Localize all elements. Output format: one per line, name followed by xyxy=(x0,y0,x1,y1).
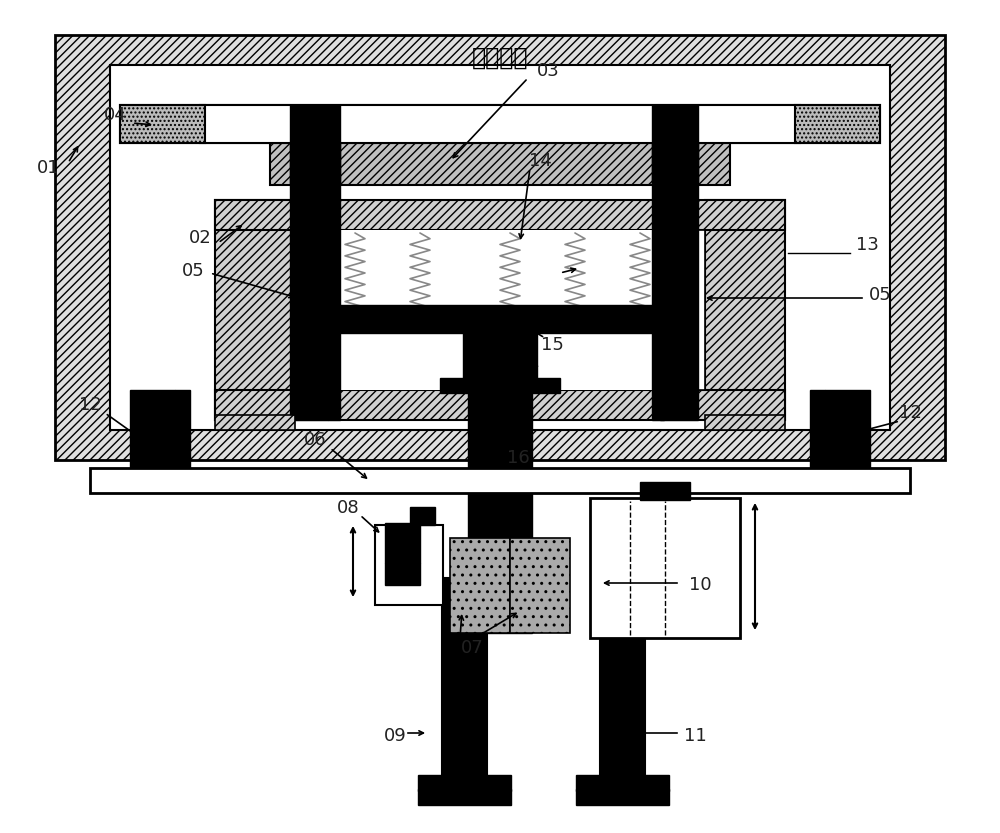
Bar xyxy=(270,143,730,185)
Text: 09: 09 xyxy=(384,727,406,745)
Text: 08: 08 xyxy=(337,499,359,517)
Bar xyxy=(215,415,295,430)
Bar xyxy=(660,110,698,420)
Text: 04: 04 xyxy=(104,106,126,124)
Bar xyxy=(290,105,328,185)
Bar xyxy=(55,35,945,460)
Bar xyxy=(90,468,910,493)
Text: 16: 16 xyxy=(507,449,529,467)
Bar xyxy=(652,105,664,185)
Bar xyxy=(290,110,328,420)
Bar xyxy=(825,390,870,480)
Text: 11: 11 xyxy=(684,727,706,745)
Bar xyxy=(660,105,698,185)
Text: 12: 12 xyxy=(899,404,921,422)
Bar xyxy=(215,200,785,230)
Bar xyxy=(705,200,785,420)
Bar xyxy=(795,105,880,143)
Bar xyxy=(110,65,890,430)
Bar xyxy=(200,105,800,143)
Bar xyxy=(410,507,435,525)
Bar xyxy=(295,230,705,390)
Bar xyxy=(600,578,645,778)
Bar xyxy=(463,333,537,390)
Text: 03: 03 xyxy=(537,62,559,80)
Bar xyxy=(510,538,570,633)
Bar xyxy=(652,110,664,420)
Bar xyxy=(120,105,880,143)
Bar xyxy=(295,230,313,390)
Bar xyxy=(705,415,785,430)
Text: 10: 10 xyxy=(689,576,711,594)
Text: 02: 02 xyxy=(189,229,211,247)
Bar xyxy=(418,789,511,805)
Bar xyxy=(130,390,175,480)
Text: 15: 15 xyxy=(541,336,563,354)
Text: 07: 07 xyxy=(461,639,483,657)
Text: 13: 13 xyxy=(856,236,878,254)
Text: 14: 14 xyxy=(529,152,551,170)
Text: 05: 05 xyxy=(182,262,204,280)
Text: 01: 01 xyxy=(37,159,59,177)
Text: 06: 06 xyxy=(304,431,326,449)
Bar xyxy=(330,305,670,333)
Bar xyxy=(215,390,785,420)
Bar xyxy=(328,105,340,185)
Bar xyxy=(576,775,669,791)
Bar xyxy=(375,525,443,605)
Text: 12: 12 xyxy=(79,396,101,414)
Bar xyxy=(640,482,690,500)
Bar xyxy=(576,789,669,805)
Bar xyxy=(215,200,295,420)
Bar xyxy=(590,498,740,638)
Text: 真空腔室: 真空腔室 xyxy=(472,46,528,70)
Text: 05: 05 xyxy=(869,286,891,304)
Bar xyxy=(175,390,190,480)
Bar xyxy=(385,563,420,585)
Bar xyxy=(442,578,487,778)
Bar xyxy=(385,523,420,563)
Bar xyxy=(440,378,560,393)
Bar xyxy=(328,110,340,420)
Bar xyxy=(450,538,510,633)
Bar xyxy=(468,383,532,633)
Bar xyxy=(120,105,205,143)
Bar xyxy=(418,775,511,791)
Bar xyxy=(810,390,825,480)
Bar xyxy=(687,230,705,390)
